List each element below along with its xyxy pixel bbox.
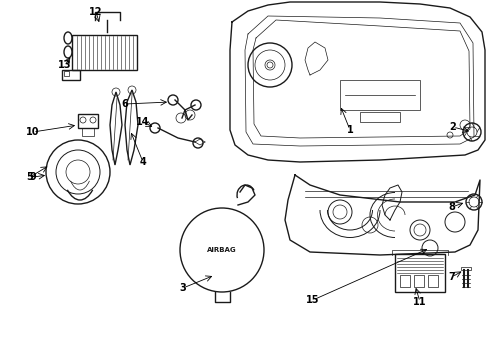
Text: 11: 11 bbox=[412, 297, 426, 307]
Bar bbox=[82, 128, 94, 136]
Bar bbox=[413, 275, 423, 287]
Bar bbox=[399, 275, 409, 287]
Bar bbox=[72, 35, 137, 70]
Text: 7: 7 bbox=[447, 272, 454, 282]
Text: 2: 2 bbox=[448, 122, 455, 132]
Bar bbox=[359, 112, 399, 122]
Text: 5: 5 bbox=[26, 172, 33, 182]
Text: 14: 14 bbox=[136, 117, 149, 127]
Text: 4: 4 bbox=[140, 157, 146, 167]
Text: 3: 3 bbox=[179, 283, 186, 293]
Bar bbox=[62, 70, 80, 80]
Bar bbox=[460, 267, 470, 270]
Bar bbox=[78, 114, 98, 128]
Bar bbox=[394, 254, 444, 292]
Text: 9: 9 bbox=[30, 172, 36, 182]
Text: 12: 12 bbox=[89, 7, 102, 17]
Text: 15: 15 bbox=[305, 295, 319, 305]
Text: 8: 8 bbox=[447, 202, 454, 212]
Text: 10: 10 bbox=[26, 127, 40, 137]
Text: 1: 1 bbox=[346, 125, 353, 135]
Bar bbox=[339, 80, 419, 110]
Bar bbox=[427, 275, 437, 287]
Text: 13: 13 bbox=[58, 60, 72, 70]
Text: AIRBAG: AIRBAG bbox=[207, 247, 236, 253]
Bar bbox=[64, 71, 69, 76]
Text: 6: 6 bbox=[122, 99, 128, 109]
